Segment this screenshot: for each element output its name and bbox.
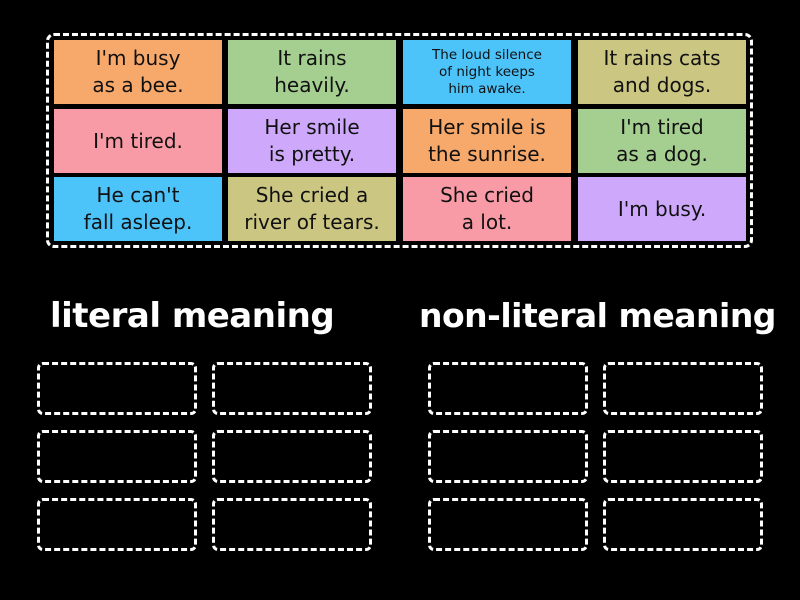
drop-slot-non-literal-3[interactable] (428, 430, 588, 483)
answer-card[interactable]: She cried a lot. (403, 177, 571, 241)
drop-slot-literal-5[interactable] (37, 498, 197, 551)
answer-card-text: Her smile is the sunrise. (428, 115, 546, 166)
drop-slot-literal-2[interactable] (212, 362, 372, 415)
drop-slot-non-literal-1[interactable] (428, 362, 588, 415)
answer-card[interactable]: I'm tired as a dog. (578, 109, 746, 173)
answer-card[interactable]: Her smile is pretty. (228, 109, 396, 173)
answer-card-text: She cried a lot. (440, 183, 534, 234)
group-heading-non-literal: non-literal meaning (419, 296, 776, 335)
answer-card-text: I'm busy. (617, 196, 707, 221)
drop-slot-non-literal-5[interactable] (428, 498, 588, 551)
drop-slot-literal-1[interactable] (37, 362, 197, 415)
answer-card[interactable]: It rains cats and dogs. (578, 40, 746, 104)
answer-card-text: He can't fall asleep. (83, 183, 193, 234)
answer-card-text: It rains heavily. (274, 46, 350, 97)
answer-card-text: Her smile is pretty. (264, 115, 360, 166)
answer-card-text: She cried a river of tears. (244, 183, 380, 234)
answer-card-text: The loud silence of night keeps him awak… (432, 46, 542, 97)
drop-slot-literal-6[interactable] (212, 498, 372, 551)
drop-slot-literal-4[interactable] (212, 430, 372, 483)
answer-card[interactable]: The loud silence of night keeps him awak… (403, 40, 571, 104)
drop-slot-non-literal-2[interactable] (603, 362, 763, 415)
answer-pool (46, 33, 753, 248)
answer-card[interactable]: I'm busy. (578, 177, 746, 241)
group-heading-literal: literal meaning (50, 296, 335, 336)
drop-slot-non-literal-4[interactable] (603, 430, 763, 483)
answer-card[interactable]: I'm busy as a bee. (54, 40, 222, 104)
answer-card-text: I'm busy as a bee. (92, 46, 184, 97)
drop-slot-non-literal-6[interactable] (603, 498, 763, 551)
answer-card-text: I'm tired. (93, 128, 183, 153)
answer-card-text: It rains cats and dogs. (603, 46, 721, 97)
answer-card[interactable]: It rains heavily. (228, 40, 396, 104)
drop-slot-literal-3[interactable] (37, 430, 197, 483)
answer-card[interactable]: He can't fall asleep. (54, 177, 222, 241)
answer-card[interactable]: She cried a river of tears. (228, 177, 396, 241)
answer-card-text: I'm tired as a dog. (616, 115, 708, 166)
answer-card[interactable]: Her smile is the sunrise. (403, 109, 571, 173)
answer-card[interactable]: I'm tired. (54, 109, 222, 173)
